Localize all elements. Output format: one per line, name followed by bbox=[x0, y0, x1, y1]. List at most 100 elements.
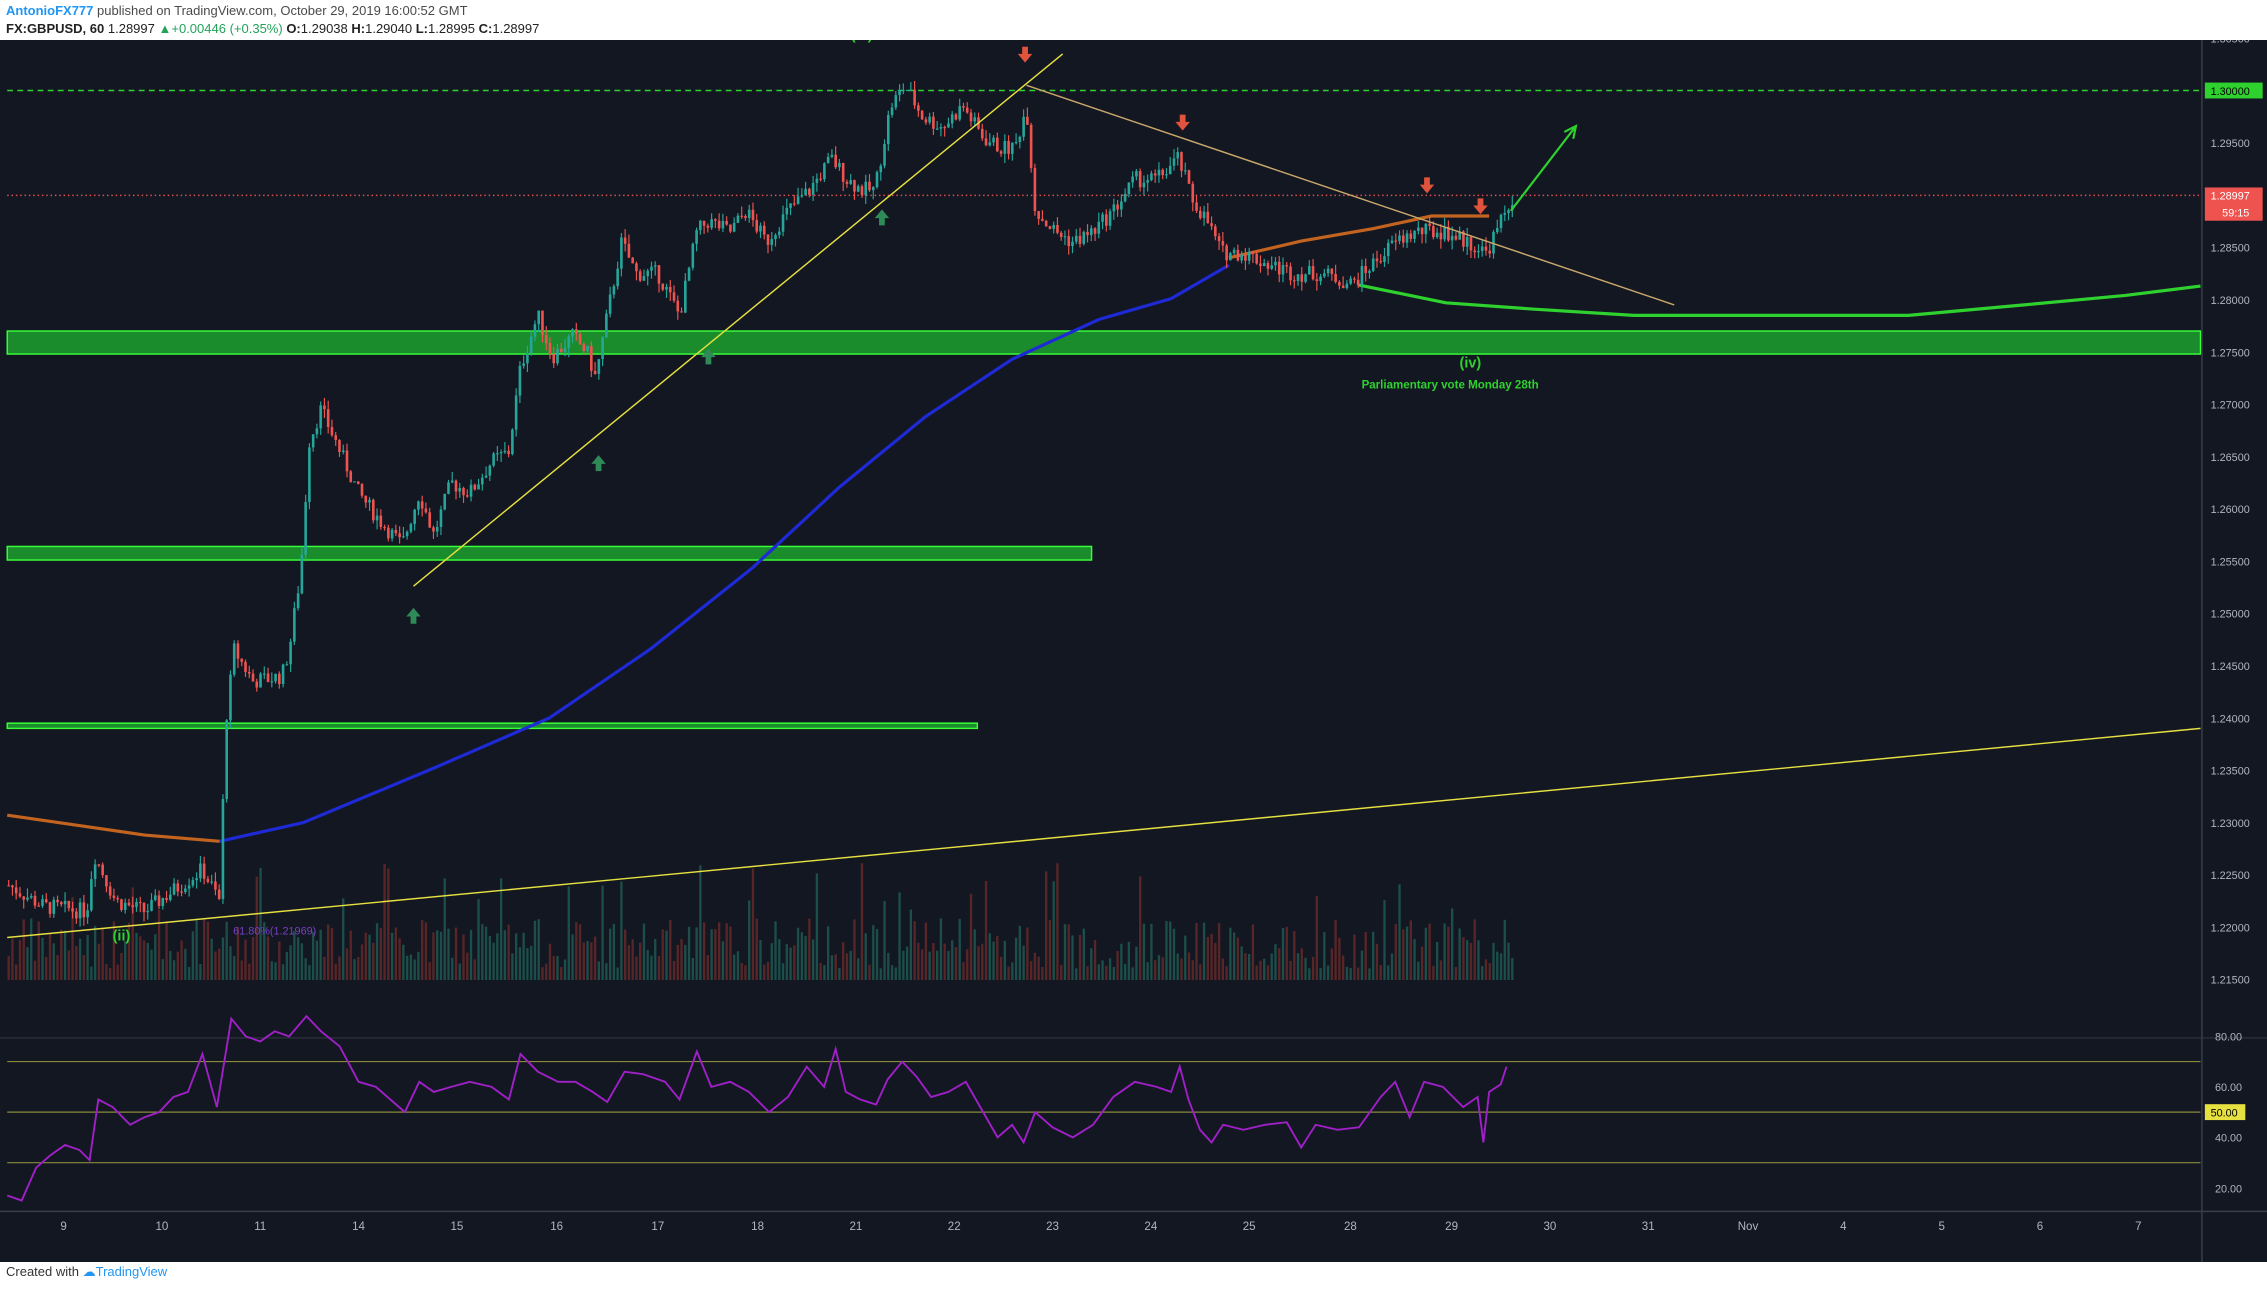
volume-bar bbox=[116, 964, 119, 980]
candle-body bbox=[1191, 183, 1195, 203]
candle-body bbox=[153, 895, 157, 900]
candle-body bbox=[278, 673, 281, 684]
volume-bar bbox=[507, 924, 510, 980]
candle-body bbox=[687, 267, 691, 281]
candle-body bbox=[131, 905, 135, 908]
volume-bar bbox=[612, 923, 616, 980]
volume-bar bbox=[165, 922, 168, 980]
volume-bar bbox=[1503, 919, 1506, 980]
candle-body bbox=[428, 512, 431, 528]
candle-body bbox=[394, 529, 398, 534]
volume-bar bbox=[920, 949, 924, 980]
candle-body bbox=[1232, 249, 1236, 254]
volume-bar bbox=[1123, 963, 1127, 980]
volume-bar bbox=[823, 965, 826, 980]
volume-bar bbox=[1248, 954, 1251, 980]
support-zone bbox=[6, 722, 979, 730]
candle-body bbox=[969, 112, 973, 122]
rsi-level-tag: 50.00 bbox=[2211, 1107, 2238, 1119]
volume-bar bbox=[195, 920, 198, 980]
volume-bar bbox=[342, 898, 345, 980]
candle-body bbox=[1146, 180, 1149, 183]
candle-body bbox=[116, 897, 119, 900]
candle-body bbox=[1247, 251, 1251, 261]
candle-body bbox=[1244, 254, 1247, 261]
candle-body bbox=[544, 335, 548, 344]
candle-body bbox=[980, 128, 984, 139]
footer-brand[interactable]: TradingView bbox=[95, 1264, 168, 1279]
volume-bar bbox=[1255, 965, 1258, 980]
volume-bar bbox=[672, 961, 676, 980]
candle-body bbox=[1056, 224, 1059, 233]
candle-body bbox=[864, 181, 868, 196]
candle-body bbox=[1379, 261, 1383, 263]
volume-bar bbox=[330, 928, 334, 980]
candle-body bbox=[695, 230, 698, 244]
volume-bar bbox=[1236, 937, 1240, 980]
volume-bar bbox=[714, 929, 717, 980]
candle-body bbox=[477, 484, 480, 490]
candle-body bbox=[533, 324, 537, 337]
candle-body bbox=[1210, 223, 1213, 227]
candle-body bbox=[1349, 278, 1352, 284]
candle-body bbox=[1401, 235, 1405, 243]
volume-bar bbox=[281, 964, 285, 980]
volume-bar bbox=[958, 918, 961, 980]
candle-body bbox=[232, 643, 236, 675]
author-name[interactable]: AntonioFX777 bbox=[6, 3, 94, 18]
volume-bar bbox=[578, 924, 582, 980]
candle-body bbox=[353, 481, 356, 483]
candle-body bbox=[1315, 279, 1319, 282]
signal-arrows bbox=[406, 46, 1488, 624]
volume-bar bbox=[390, 932, 394, 980]
volume-bar bbox=[654, 938, 657, 980]
volume-bar bbox=[1263, 958, 1266, 980]
volume-bar bbox=[1217, 923, 1221, 980]
volume-bar bbox=[150, 949, 153, 980]
price-chart[interactable]: (iii) (iv) Parliamentary vote Monday 28th (… bbox=[0, 40, 2267, 1262]
volume-bar bbox=[733, 954, 736, 980]
candle-body bbox=[1217, 236, 1221, 242]
volume-bar bbox=[443, 878, 446, 980]
volume-bar bbox=[492, 942, 495, 980]
candle-body bbox=[789, 203, 792, 208]
volume-bar bbox=[834, 954, 837, 980]
volume-bar bbox=[1443, 923, 1446, 980]
volume-bar bbox=[1402, 929, 1405, 980]
volume-bar bbox=[1353, 934, 1356, 980]
candle-body bbox=[638, 271, 642, 281]
candle-body bbox=[890, 107, 894, 115]
candle-body bbox=[563, 347, 567, 352]
trend-lines[interactable] bbox=[7, 53, 2201, 939]
volume-bar bbox=[266, 936, 270, 980]
candle-body bbox=[950, 114, 954, 124]
volume-bar bbox=[146, 943, 149, 980]
volume-bar bbox=[225, 921, 228, 980]
candle-body bbox=[954, 114, 958, 120]
volume-bar bbox=[451, 957, 454, 980]
volume-bar bbox=[349, 930, 352, 980]
candle-body bbox=[973, 117, 977, 122]
volume-bar bbox=[52, 943, 55, 980]
volume-bar bbox=[1184, 935, 1187, 980]
candle-body bbox=[1304, 274, 1307, 282]
volume-bar bbox=[154, 934, 157, 980]
candle-body bbox=[135, 902, 138, 908]
volume-bar bbox=[278, 941, 281, 980]
candle-body bbox=[447, 482, 450, 494]
volume-bar bbox=[563, 959, 567, 980]
volume-bar bbox=[924, 922, 928, 980]
candle-body bbox=[319, 405, 322, 429]
candle-body bbox=[1195, 202, 1198, 211]
volume-bar bbox=[30, 918, 33, 980]
volume-bar bbox=[635, 956, 638, 980]
wave-annotations: (iii) (iv) Parliamentary vote Monday 28th (… bbox=[113, 40, 1539, 945]
volume-bar bbox=[131, 887, 134, 980]
volume-bar bbox=[642, 923, 646, 980]
candle-body bbox=[488, 465, 492, 476]
volume-bar bbox=[1311, 957, 1315, 980]
volume-bar bbox=[1112, 966, 1115, 980]
candle-body bbox=[680, 311, 683, 313]
volume-bar bbox=[1003, 940, 1006, 980]
volume-bar bbox=[387, 868, 390, 980]
